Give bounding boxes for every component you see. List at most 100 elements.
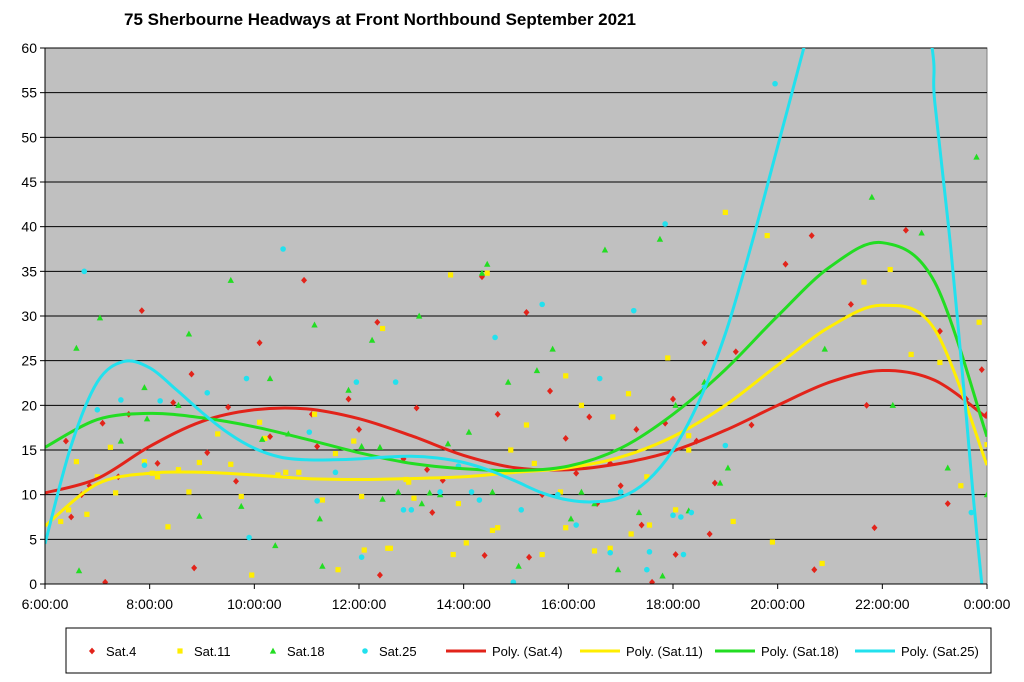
legend-label: Sat.11	[194, 644, 231, 659]
data-point	[649, 578, 656, 584]
data-point	[107, 444, 114, 450]
x-tick-label: 10:00:00	[227, 596, 282, 612]
data-point	[578, 488, 585, 495]
data-point	[665, 355, 671, 361]
data-point	[617, 482, 624, 490]
data-point	[686, 433, 692, 439]
data-point	[165, 524, 171, 530]
legend-item: Sat.18	[269, 644, 325, 659]
data-point	[644, 474, 650, 480]
data-point	[672, 551, 679, 558]
data-point	[238, 502, 245, 509]
data-point	[973, 153, 980, 160]
data-point	[764, 233, 770, 239]
data-point	[492, 334, 498, 341]
data-point	[99, 419, 106, 427]
legend-label: Poly. (Sat.25)	[901, 644, 979, 659]
data-point	[335, 567, 341, 573]
data-point	[722, 442, 729, 449]
data-point	[610, 414, 616, 420]
data-point	[468, 489, 475, 495]
data-point	[481, 552, 488, 559]
data-point	[225, 403, 232, 411]
data-point	[617, 489, 624, 495]
legend-marker	[89, 647, 95, 655]
data-point	[385, 545, 391, 551]
data-point	[429, 509, 436, 516]
data-point	[424, 466, 431, 474]
data-point	[495, 525, 501, 531]
data-point	[374, 318, 381, 326]
data-point	[549, 345, 556, 352]
data-point	[889, 401, 896, 408]
data-point	[644, 566, 650, 573]
data-point	[547, 387, 554, 395]
data-point	[533, 367, 541, 374]
y-tick-label: 60	[21, 40, 37, 56]
data-point	[426, 489, 433, 496]
data-point	[706, 530, 713, 538]
data-point	[688, 509, 695, 516]
data-point	[523, 422, 530, 428]
series-sat-18	[73, 153, 987, 579]
data-point	[256, 419, 263, 425]
data-point	[716, 479, 724, 486]
data-point	[976, 319, 982, 325]
data-point	[311, 321, 318, 328]
data-point	[638, 521, 645, 529]
data-point	[311, 411, 318, 417]
x-tick-label: 12:00:00	[332, 596, 387, 612]
data-point	[308, 410, 315, 418]
plot-area	[44, 47, 988, 585]
data-point	[489, 488, 496, 495]
data-point	[808, 232, 815, 239]
data-point	[256, 339, 263, 347]
data-point	[314, 443, 321, 450]
y-tick-label: 35	[21, 263, 37, 279]
data-point	[332, 450, 339, 457]
legend-marker	[269, 647, 277, 654]
data-point	[861, 279, 867, 285]
data-point	[958, 483, 964, 489]
data-point	[185, 330, 193, 337]
data-point	[62, 437, 69, 445]
data-point	[186, 489, 192, 495]
legend-item: Sat.4	[89, 644, 136, 659]
data-point	[614, 566, 622, 573]
data-point	[138, 307, 145, 315]
data-point	[811, 566, 818, 574]
y-tick-label: 50	[21, 129, 37, 145]
legend-item: Poly. (Sat.25)	[855, 644, 979, 659]
data-point	[748, 421, 755, 429]
data-point	[379, 495, 386, 502]
data-point	[359, 493, 365, 500]
trendline-poly-sat-25	[45, 48, 984, 584]
data-point	[353, 379, 360, 385]
data-point	[730, 518, 736, 525]
legend-label: Poly. (Sat.18)	[761, 644, 839, 659]
data-point	[635, 509, 643, 516]
data-point	[296, 469, 302, 475]
data-point	[628, 531, 634, 537]
x-tick-label: 0:00:00	[964, 596, 1011, 612]
data-point	[81, 268, 88, 275]
legend-item: Poly. (Sat.11)	[580, 644, 703, 659]
data-point	[573, 469, 580, 477]
data-point	[515, 562, 522, 569]
data-point	[243, 375, 250, 382]
data-point	[724, 464, 732, 471]
data-point	[478, 269, 486, 276]
data-point	[455, 501, 462, 507]
legend-marker	[362, 648, 368, 654]
data-point	[607, 545, 613, 551]
data-point	[314, 498, 320, 504]
data-point	[86, 482, 93, 490]
data-point	[450, 551, 456, 558]
data-point	[680, 551, 687, 558]
data-point	[732, 348, 739, 356]
data-point	[228, 461, 234, 467]
data-point	[508, 447, 514, 453]
data-point	[557, 489, 564, 495]
data-point	[141, 384, 148, 391]
data-point	[170, 399, 177, 407]
